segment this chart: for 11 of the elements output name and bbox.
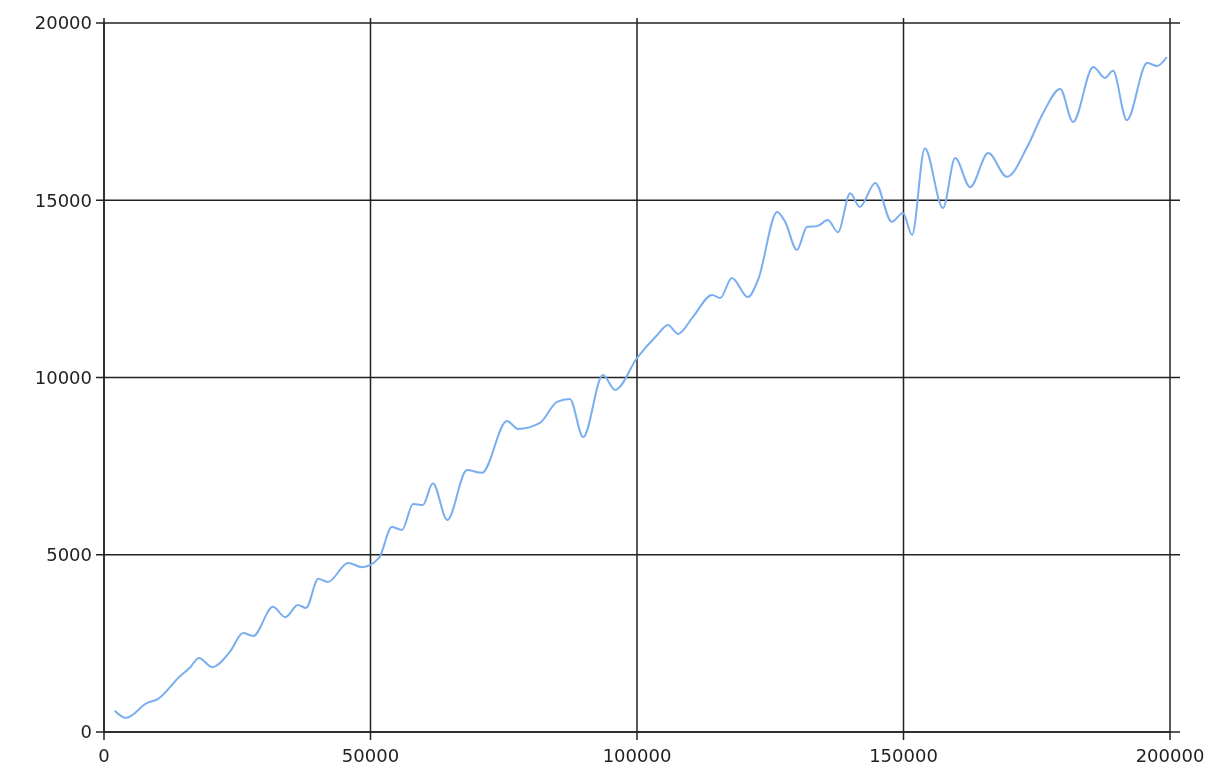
y-tick-label: 20000: [34, 12, 92, 34]
x-tick-label: 100000: [602, 745, 672, 766]
y-tick-label: 0: [80, 721, 92, 743]
y-tick-label: 15000: [34, 189, 92, 211]
x-tick-label: 50000: [341, 745, 400, 766]
x-tick-label: 0: [98, 745, 110, 766]
x-tick-label: 150000: [869, 745, 938, 766]
line-series: [113, 56, 1168, 719]
y-tick-label: 10000: [34, 366, 92, 388]
x-tick-label: 200000: [1135, 745, 1205, 766]
y-tick-label: 5000: [46, 544, 92, 566]
